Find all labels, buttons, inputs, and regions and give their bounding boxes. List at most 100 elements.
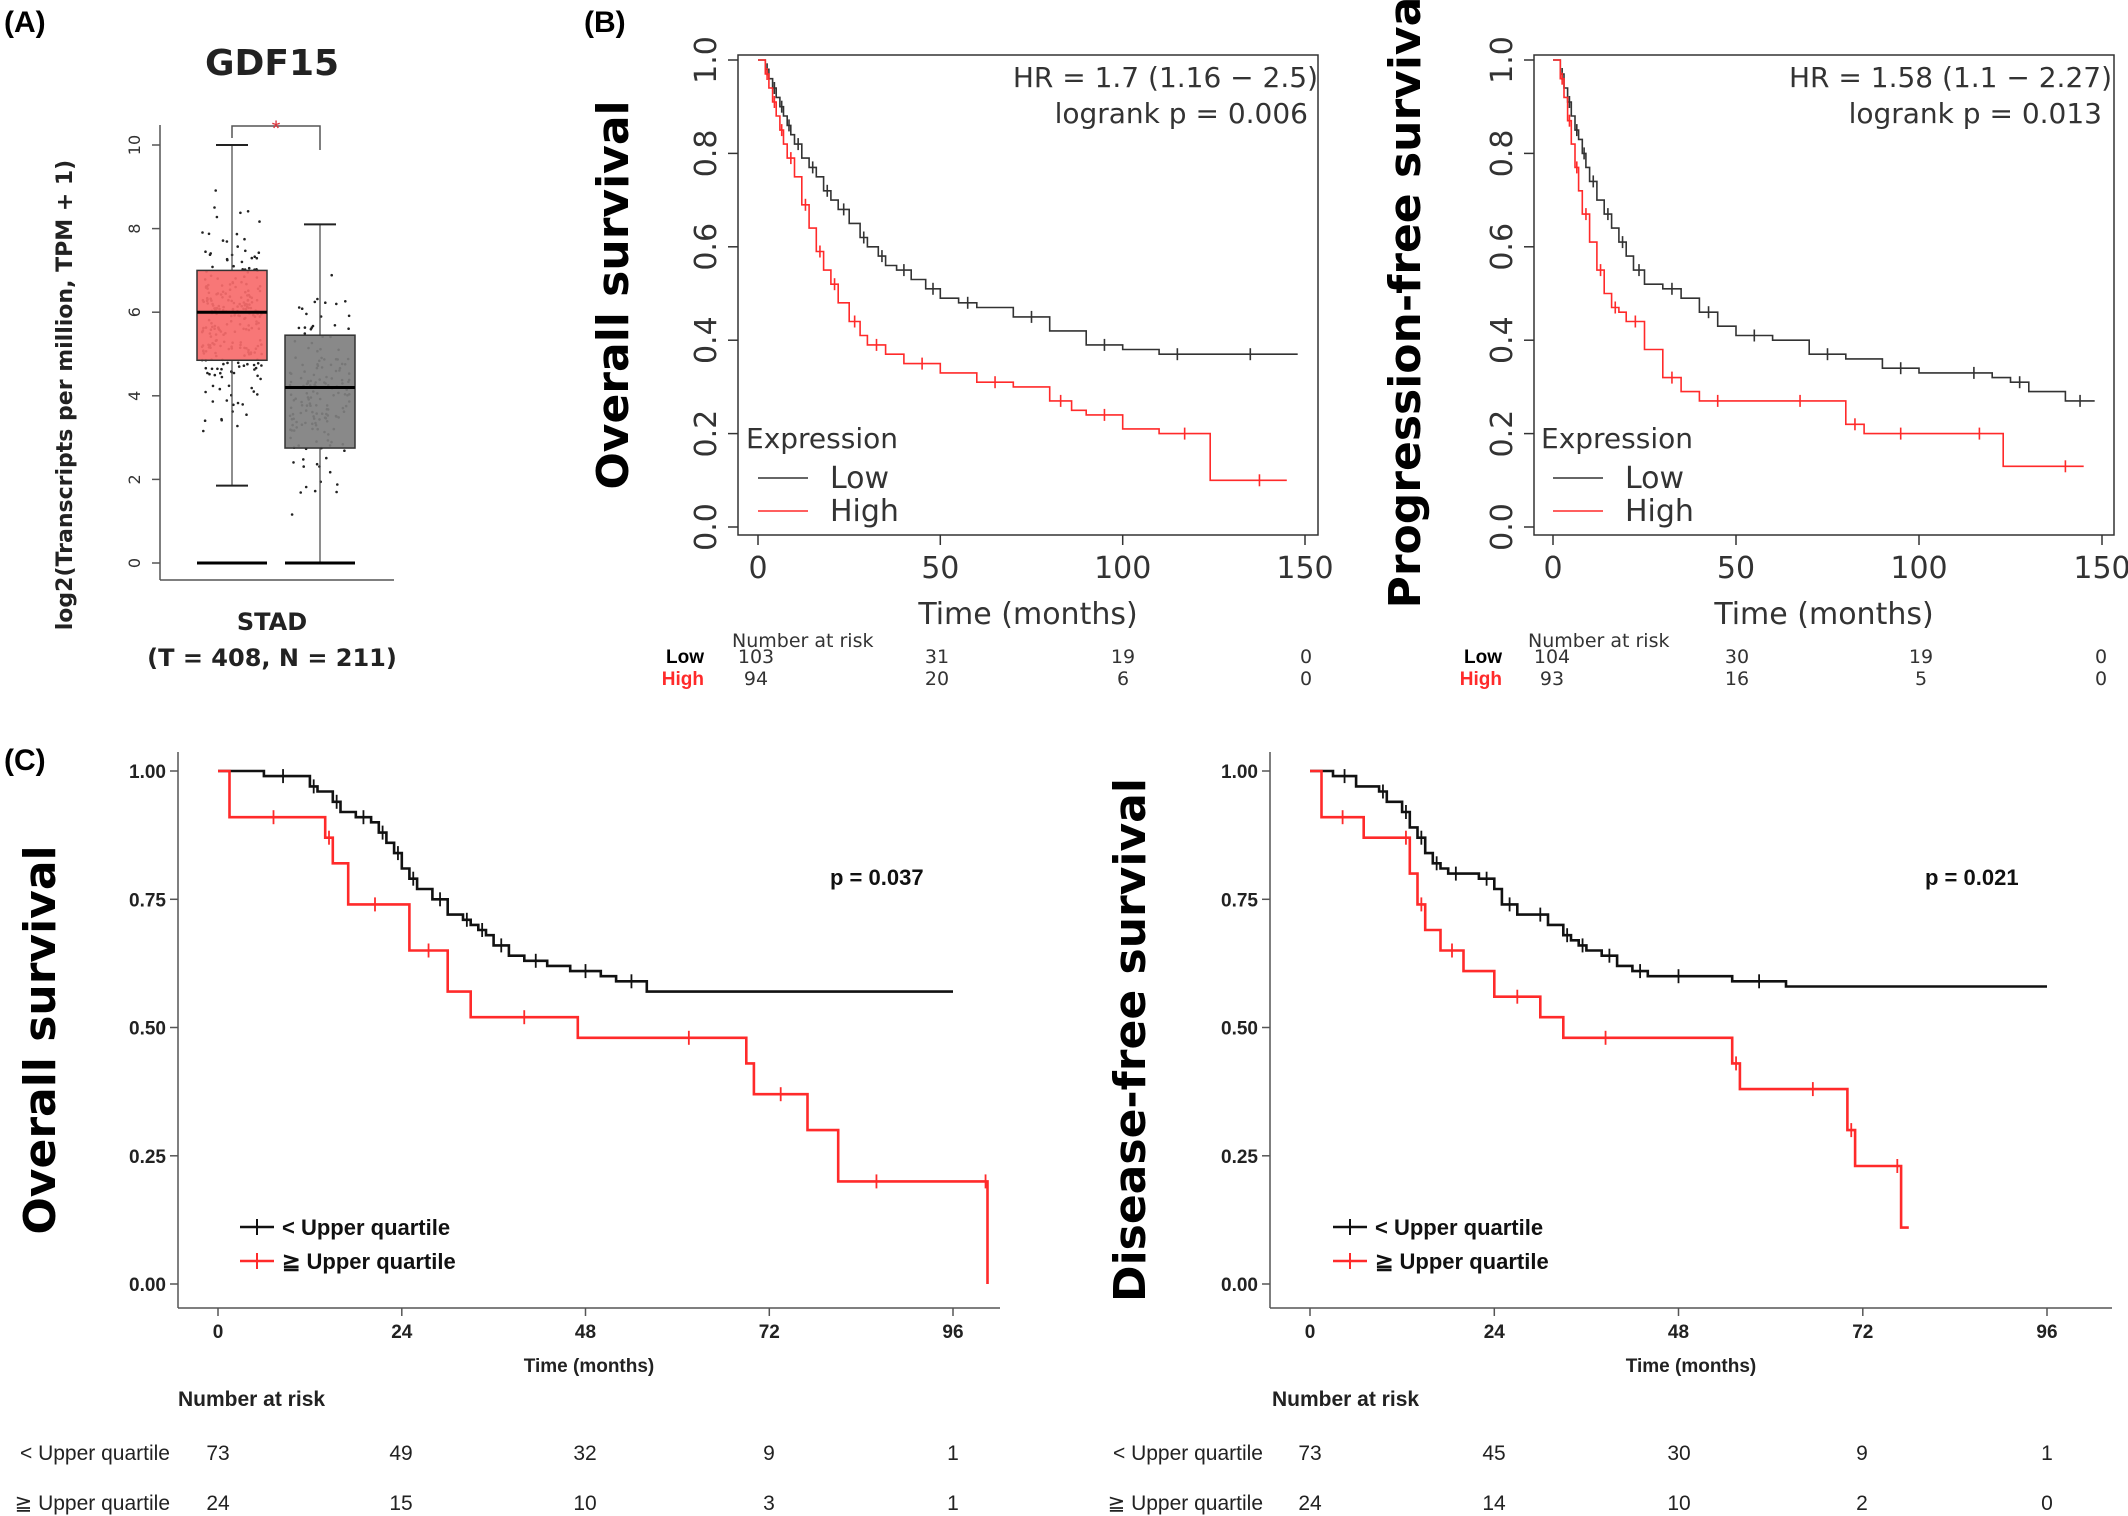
box-jitter-point xyxy=(324,301,327,305)
box-jitter-point xyxy=(202,429,205,433)
ytick-label: 0.00 xyxy=(129,1275,166,1296)
box-jitter-point xyxy=(204,390,207,394)
risk-low-value: 0 xyxy=(2095,646,2107,668)
risk-high-value: 0 xyxy=(2095,668,2107,690)
xtick-label: 72 xyxy=(759,1322,780,1343)
box-jitter-point xyxy=(300,307,304,311)
box-jitter-point xyxy=(315,462,319,466)
box-jitter-point xyxy=(256,374,259,378)
risk-header: Number at risk xyxy=(732,630,874,652)
box-jitter-point xyxy=(242,364,246,368)
risk-label-low: < Upper quartile xyxy=(1113,1442,1263,1465)
box-jitter-point xyxy=(240,260,244,264)
box-jitter-point xyxy=(302,458,305,461)
risk-high-value: 24 xyxy=(1298,1492,1322,1515)
box-jitter-point xyxy=(316,297,319,301)
box-jitter-point xyxy=(222,362,225,366)
box-jitter-point xyxy=(252,363,256,367)
risk-low-value: 32 xyxy=(573,1442,596,1465)
box-jitter-point xyxy=(236,424,239,428)
box-jitter-point xyxy=(305,312,308,316)
box-jitter-point xyxy=(347,314,351,318)
legend-label: < Upper quartile xyxy=(1375,1215,1543,1240)
box-jitter-point xyxy=(253,255,256,258)
risk-low-value: 30 xyxy=(1667,1442,1690,1465)
box-jitter-point xyxy=(232,403,235,407)
box-jitter-point xyxy=(216,367,219,371)
box-jitter-point xyxy=(237,365,241,368)
risk-high-value: 2 xyxy=(1856,1492,1868,1515)
xtick-label: 100 xyxy=(1094,551,1151,586)
box-jitter-point xyxy=(246,210,250,213)
box-jitter-point xyxy=(235,232,239,236)
significance-bracket xyxy=(231,125,321,150)
survival-curve-low xyxy=(758,59,1298,355)
risk-high-value: 24 xyxy=(206,1492,230,1515)
risk-low-value: 19 xyxy=(1111,646,1135,668)
risk-low-value: 9 xyxy=(1856,1442,1868,1465)
risk-low-value: 73 xyxy=(1298,1442,1321,1465)
survival-curve-below-quartile xyxy=(218,769,953,993)
box-jitter-point xyxy=(220,375,224,379)
logrank-p: logrank p = 0.006 xyxy=(1055,97,1308,130)
risk-high-value: 3 xyxy=(763,1492,775,1515)
box-ytick-label: 8 xyxy=(125,224,144,234)
box-jitter-point xyxy=(343,449,346,453)
x-axis-label: Time (months) xyxy=(524,1356,655,1377)
box-jitter-point xyxy=(208,253,212,256)
xtick-label: 0 xyxy=(1543,551,1562,586)
xtick-label: 50 xyxy=(1717,551,1755,586)
risk-high-value: 14 xyxy=(1482,1492,1506,1515)
ytick-label: 0.4 xyxy=(1485,316,1520,364)
xtick-label: 48 xyxy=(575,1322,596,1343)
box-jitter-point xyxy=(330,273,334,277)
xtick-label: 48 xyxy=(1668,1322,1689,1343)
box-jitter-point xyxy=(290,513,294,516)
y-axis-label: Disease-free survival xyxy=(1105,778,1156,1302)
ytick-label: 0.00 xyxy=(1221,1275,1258,1296)
box-jitter-point xyxy=(204,366,208,370)
xtick-label: 96 xyxy=(2036,1322,2057,1343)
risk-header: Number at risk xyxy=(1272,1388,1419,1411)
box-plot: GDF15 log2(Transcripts per million, TPM … xyxy=(53,43,397,672)
box-jitter-point xyxy=(213,206,216,209)
risk-high-value: 94 xyxy=(744,668,768,690)
box-jitter-point xyxy=(226,258,229,262)
box-jitter-point xyxy=(211,384,215,388)
xtick-label: 24 xyxy=(1484,1322,1506,1343)
box-jitter-point xyxy=(236,361,240,365)
risk-high-value: 10 xyxy=(1667,1492,1690,1515)
xtick-label: 50 xyxy=(921,551,959,586)
box-jitter-point xyxy=(227,384,231,388)
box-jitter-point xyxy=(236,245,239,248)
box-ytick-label: 4 xyxy=(125,391,144,401)
box-jitter-point xyxy=(255,256,259,260)
box-jitter-point xyxy=(347,327,350,331)
xtick-label: 150 xyxy=(2073,551,2128,586)
ytick-label: 0.0 xyxy=(689,503,724,551)
risk-high-value: 5 xyxy=(1915,668,1927,690)
ytick-label: 0.6 xyxy=(689,223,724,271)
significance-star: * xyxy=(272,116,281,141)
box-jitter-point xyxy=(203,419,207,423)
box-jitter-point xyxy=(245,413,248,417)
risk-low-value: 19 xyxy=(1909,646,1933,668)
risk-low-value: 45 xyxy=(1482,1442,1505,1465)
ytick-label: 0.0 xyxy=(1485,503,1520,551)
risk-label-high: High xyxy=(662,669,704,690)
box-jitter-point xyxy=(244,249,247,253)
hazard-ratio: HR = 1.7 (1.16 − 2.5) xyxy=(1013,61,1318,94)
box-jitter-point xyxy=(335,302,338,306)
box-jitter-point xyxy=(232,371,236,375)
risk-label-high: ≧ Upper quartile xyxy=(1108,1492,1263,1515)
box-jitter-point xyxy=(247,266,251,270)
p-value: p = 0.021 xyxy=(1925,865,2019,890)
legend-label: ≧ Upper quartile xyxy=(1375,1249,1549,1274)
risk-high-value: 6 xyxy=(1117,668,1129,690)
box-ytick-label: 2 xyxy=(125,474,144,484)
box-jitter-point xyxy=(211,400,215,403)
box-jitter-point xyxy=(256,362,260,365)
risk-high-value: 93 xyxy=(1540,668,1564,690)
box-jitter-point xyxy=(299,491,303,494)
